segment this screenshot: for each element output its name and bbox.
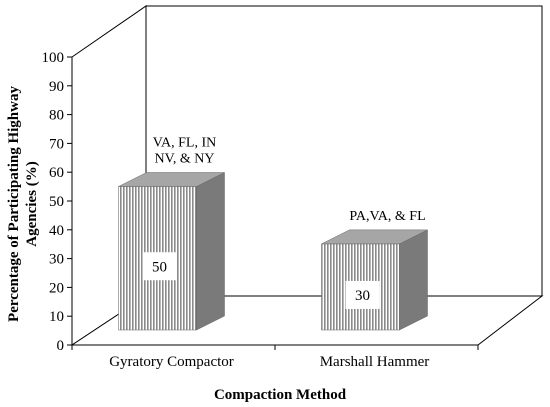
bar-top-face (118, 172, 225, 187)
y-tick-label: 40 (49, 223, 64, 239)
data-label-box (345, 280, 380, 309)
y-tick-label: 90 (49, 79, 64, 95)
y-tick-label: 10 (49, 309, 64, 325)
bar-annotation: VA, FL, IN (153, 136, 217, 151)
y-axis-title: Percentage of Participating Highway Agen… (6, 86, 40, 322)
y-tick-label: 60 (49, 165, 64, 181)
bars: 50 30 (118, 172, 428, 331)
y-tick-label: 20 (49, 280, 64, 296)
bar-side-face (196, 172, 225, 331)
data-label-box (142, 252, 177, 281)
y-tick-label: 100 (42, 50, 65, 66)
x-tick-label: Gyratory Compactor (109, 354, 234, 370)
y-tick-label: 80 (49, 108, 64, 124)
y-tick-label: 50 (49, 194, 64, 210)
bar-top-face (321, 229, 428, 245)
y-tick-label: 30 (49, 252, 64, 268)
x-axis-ticks (71, 345, 479, 350)
data-label: 30 (355, 288, 370, 304)
category-labels: Gyratory Compactor Marshall Hammer (109, 354, 429, 370)
x-axis-title: Compaction Method (214, 387, 347, 403)
data-label: 50 (152, 259, 167, 275)
bar-annotation: PA,VA, & FL (349, 209, 425, 224)
bar-annotation: NV, & NY (154, 152, 214, 167)
y-tick-label: 0 (57, 338, 65, 354)
bar-2: 30 (321, 229, 428, 331)
y-axis-title-line-1: Percentage of Participating Highway (6, 86, 22, 322)
y-axis-ticks: 0 10 20 30 40 50 60 70 80 90 100 (42, 50, 72, 354)
x-tick-label: Marshall Hammer (320, 354, 430, 370)
y-tick-label: 70 (49, 136, 64, 152)
y-axis-title-line-2: Agencies (%) (24, 161, 40, 246)
bar-1: 50 (118, 172, 225, 331)
bar-side-face (399, 229, 428, 331)
